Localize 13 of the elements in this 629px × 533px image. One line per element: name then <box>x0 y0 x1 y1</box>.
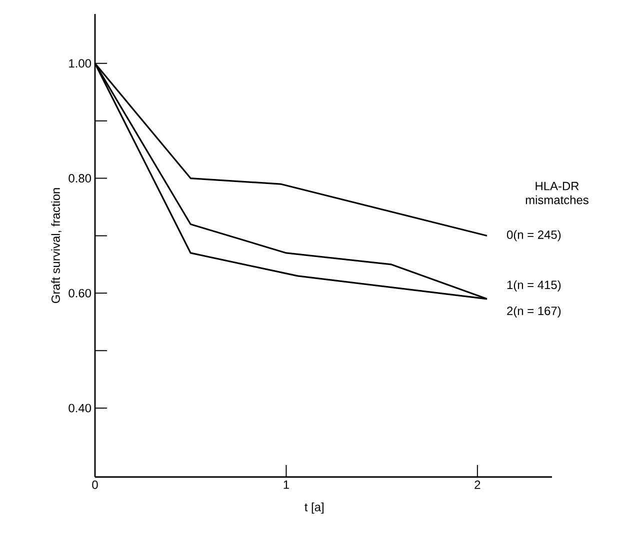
series-label: 0(n = 245) <box>506 230 561 242</box>
x-tick-label: 2 <box>474 480 480 489</box>
x-tick-label: 0 <box>92 480 98 489</box>
series-label: 2(n = 167) <box>507 306 561 318</box>
y-axis-title: Graft survival, fraction <box>51 188 62 304</box>
legend-title: HLA-DR mismatches <box>526 182 588 204</box>
y-tick-label: 0.60 <box>68 288 92 298</box>
x-tick-label: 1 <box>284 480 289 489</box>
x-axis-title: t [a] <box>304 502 324 514</box>
y-tick-label: 0.40 <box>68 404 92 412</box>
series-label: 1(n = 415) <box>507 280 561 292</box>
y-tick-label: 1.00 <box>69 59 92 68</box>
y-tick-label: 0.80 <box>68 174 92 183</box>
